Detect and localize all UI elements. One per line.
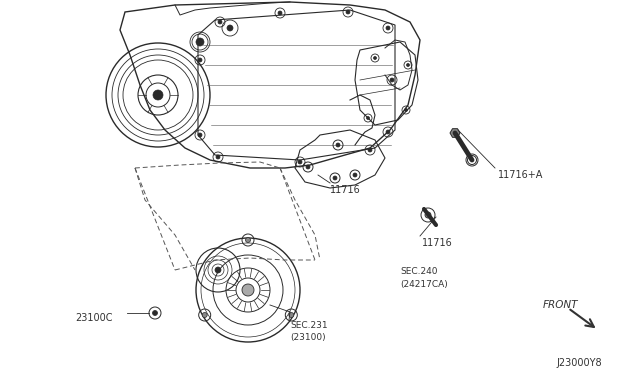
Text: 23100C: 23100C — [75, 313, 113, 323]
Text: J23000Y8: J23000Y8 — [556, 358, 602, 368]
Circle shape — [215, 267, 221, 273]
Text: SEC.240: SEC.240 — [400, 267, 438, 276]
Circle shape — [306, 165, 310, 169]
Circle shape — [368, 148, 372, 152]
Circle shape — [196, 38, 204, 46]
Text: FRONT: FRONT — [543, 300, 579, 310]
Circle shape — [353, 173, 357, 177]
Circle shape — [374, 57, 376, 60]
Text: 11716: 11716 — [330, 185, 361, 195]
Text: 11716+A: 11716+A — [498, 170, 543, 180]
Circle shape — [246, 237, 250, 243]
Circle shape — [152, 311, 157, 315]
Circle shape — [367, 116, 369, 119]
Circle shape — [386, 130, 390, 134]
Circle shape — [404, 109, 408, 112]
Circle shape — [298, 160, 302, 164]
Text: 11716: 11716 — [422, 238, 452, 248]
Circle shape — [406, 64, 410, 67]
Text: (24217CA): (24217CA) — [400, 280, 448, 289]
Circle shape — [216, 155, 220, 159]
Circle shape — [386, 26, 390, 30]
Polygon shape — [450, 129, 460, 137]
Circle shape — [346, 10, 350, 14]
Circle shape — [333, 176, 337, 180]
Circle shape — [242, 284, 254, 296]
Circle shape — [425, 212, 431, 218]
Text: SEC.231: SEC.231 — [290, 321, 328, 330]
Circle shape — [153, 90, 163, 100]
Circle shape — [198, 133, 202, 137]
Circle shape — [336, 143, 340, 147]
Text: (23100): (23100) — [290, 333, 326, 342]
Circle shape — [278, 11, 282, 15]
Circle shape — [218, 20, 222, 24]
Circle shape — [289, 312, 294, 317]
Circle shape — [198, 58, 202, 62]
Circle shape — [390, 78, 394, 82]
Circle shape — [227, 25, 233, 31]
Circle shape — [202, 312, 207, 317]
